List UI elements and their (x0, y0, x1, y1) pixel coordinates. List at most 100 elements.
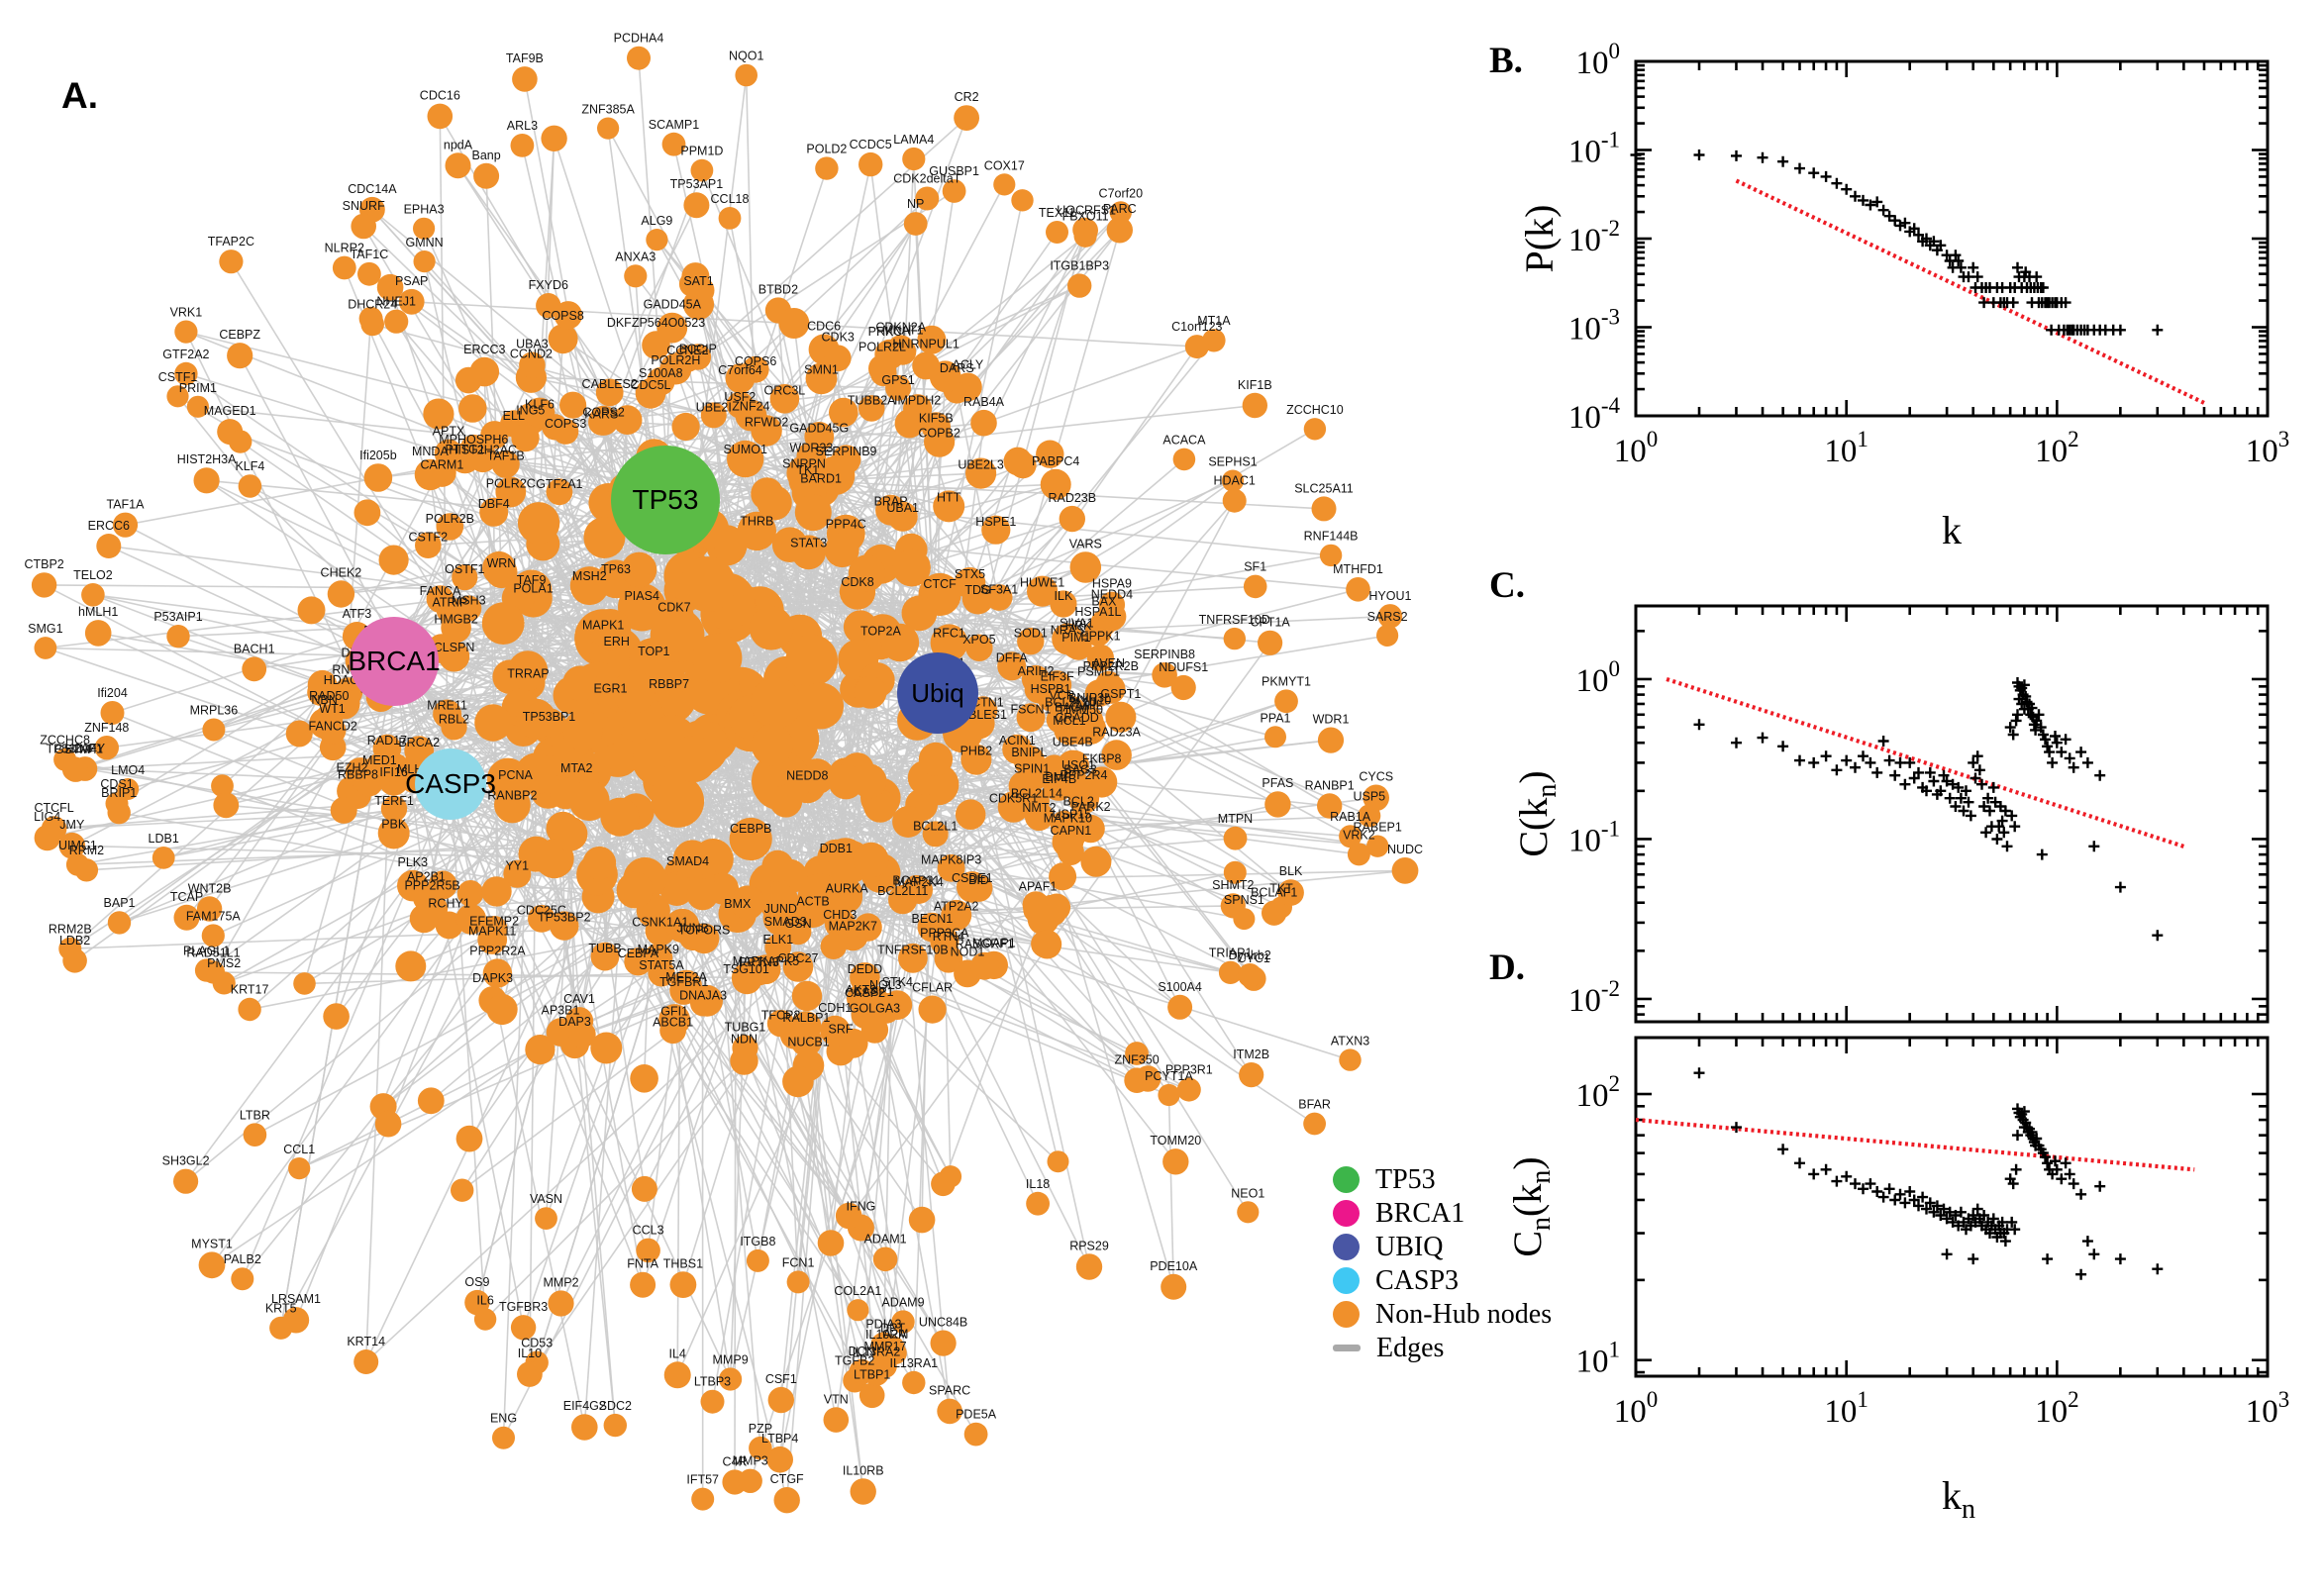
network-node[interactable] (889, 338, 917, 365)
network-node[interactable] (174, 320, 198, 344)
network-node[interactable] (902, 147, 926, 171)
network-node[interactable] (100, 701, 125, 725)
network-node[interactable] (735, 399, 767, 432)
network-node[interactable] (1057, 839, 1084, 865)
network-node[interactable] (1317, 793, 1343, 819)
network-node[interactable] (659, 352, 692, 385)
network-node[interactable] (479, 497, 509, 527)
network-node[interactable] (1076, 814, 1105, 844)
network-node[interactable] (1062, 632, 1090, 659)
network-node[interactable] (1233, 908, 1256, 931)
network-node[interactable] (1069, 551, 1102, 583)
network-node[interactable] (1264, 791, 1291, 818)
network-node[interactable] (635, 378, 666, 409)
network-node[interactable] (548, 324, 578, 354)
network-node[interactable] (450, 443, 481, 474)
network-node[interactable] (166, 625, 190, 648)
network-node[interactable] (1084, 679, 1113, 708)
network-node[interactable] (858, 395, 885, 422)
network-node[interactable] (624, 264, 648, 288)
network-node[interactable] (1377, 604, 1403, 629)
network-node[interactable] (173, 904, 200, 931)
network-node[interactable] (1303, 418, 1327, 441)
network-node[interactable] (824, 345, 852, 372)
network-node[interactable] (997, 651, 1027, 681)
network-node[interactable] (1363, 784, 1389, 812)
network-node[interactable] (436, 513, 464, 541)
network-node[interactable] (683, 192, 710, 219)
network-node[interactable] (318, 717, 347, 745)
network-node[interactable] (363, 463, 393, 492)
network-node[interactable] (380, 795, 408, 822)
network-node[interactable] (595, 378, 624, 407)
network-node[interactable] (965, 634, 993, 661)
network-node[interactable] (227, 343, 253, 369)
network-node[interactable] (1376, 624, 1399, 648)
network-node[interactable] (941, 899, 972, 931)
network-node[interactable] (427, 103, 454, 130)
network-node[interactable] (413, 250, 436, 273)
network-node[interactable] (1016, 703, 1046, 733)
network-node[interactable] (981, 515, 1011, 545)
network-node[interactable] (84, 620, 112, 647)
network-node[interactable] (94, 736, 120, 760)
network-node[interactable] (384, 309, 409, 334)
network-node[interactable] (1317, 727, 1345, 753)
network-node[interactable] (426, 585, 454, 613)
network-node[interactable] (61, 756, 87, 782)
network-node[interactable] (954, 105, 979, 131)
network-node[interactable] (31, 572, 57, 598)
network-node[interactable] (152, 847, 175, 869)
network-node[interactable] (1339, 1048, 1362, 1071)
network-node[interactable] (193, 467, 220, 494)
network-node[interactable] (1347, 843, 1370, 866)
network-node[interactable] (1050, 590, 1077, 618)
network-node[interactable] (510, 134, 535, 157)
network-node[interactable] (1066, 718, 1094, 746)
network-node[interactable] (903, 212, 928, 236)
network-node[interactable] (1391, 857, 1419, 884)
network-node[interactable] (1105, 701, 1137, 733)
network-node[interactable] (117, 778, 140, 800)
network-node[interactable] (960, 744, 992, 775)
network-node[interactable] (1084, 619, 1112, 647)
network-node[interactable] (238, 474, 262, 498)
network-node[interactable] (174, 361, 198, 386)
network-node[interactable] (398, 288, 425, 315)
network-node[interactable] (742, 355, 769, 383)
network-node[interactable] (58, 832, 86, 859)
network-node[interactable] (327, 580, 355, 608)
network-node[interactable] (413, 217, 436, 240)
network-node[interactable] (357, 261, 381, 286)
network-node[interactable] (769, 384, 800, 414)
network-node[interactable] (1152, 662, 1177, 688)
network-node[interactable] (112, 512, 139, 538)
network-node[interactable] (1059, 505, 1086, 533)
network-node[interactable] (1002, 734, 1033, 764)
network-node[interactable] (1223, 826, 1248, 850)
network-node[interactable] (1086, 644, 1114, 671)
network-node[interactable] (473, 162, 500, 189)
network-node[interactable] (1184, 335, 1209, 359)
network-node[interactable] (718, 207, 742, 230)
network-node[interactable] (1221, 469, 1245, 492)
network-node[interactable] (351, 213, 377, 240)
network-node[interactable] (690, 158, 714, 182)
network-node[interactable] (815, 156, 839, 180)
network-node[interactable] (242, 656, 267, 682)
network-node[interactable] (1274, 689, 1298, 714)
network-node[interactable] (1027, 575, 1059, 607)
network-node[interactable] (495, 476, 527, 508)
network-node[interactable] (1167, 994, 1193, 1020)
network-node[interactable] (970, 409, 997, 437)
network-node[interactable] (186, 395, 209, 418)
network-node[interactable] (805, 362, 838, 395)
network-node[interactable] (1222, 488, 1247, 513)
network-node[interactable] (656, 312, 688, 344)
network-node[interactable] (201, 924, 225, 948)
network-node[interactable] (1277, 879, 1304, 906)
network-node[interactable] (993, 173, 1016, 196)
network-node[interactable] (1223, 627, 1247, 650)
network-node[interactable] (1243, 574, 1267, 599)
network-node[interactable] (942, 179, 966, 203)
